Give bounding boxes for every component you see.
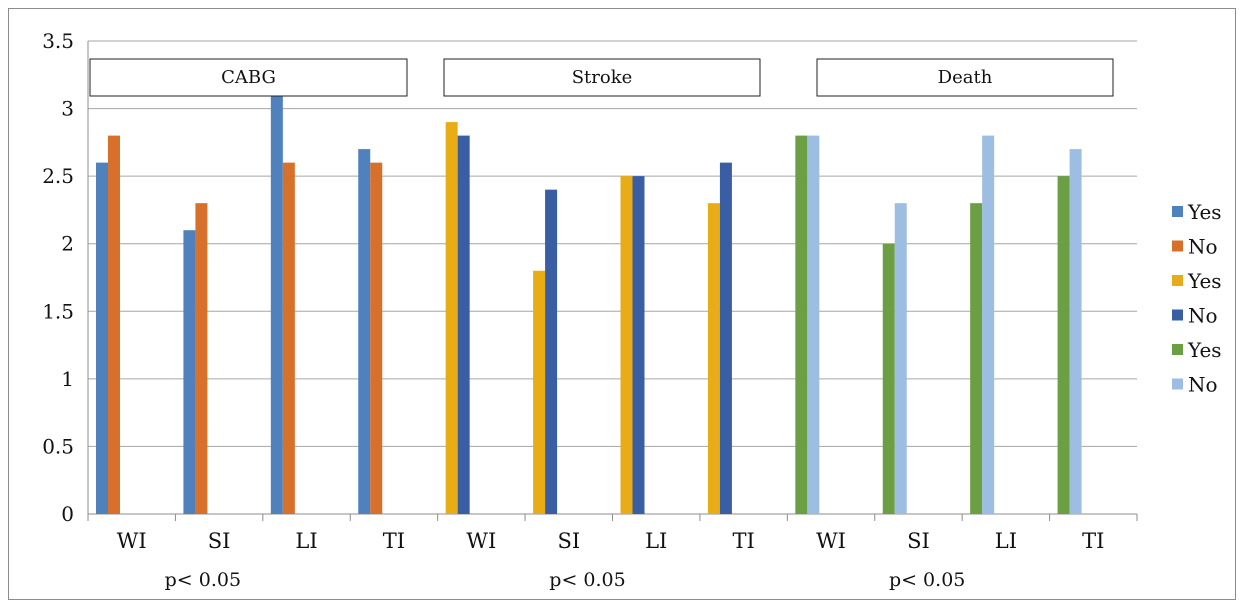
- y-tick-label: 1: [61, 367, 74, 391]
- bar: [1057, 176, 1070, 514]
- bar: [533, 270, 546, 514]
- bar: [620, 176, 633, 514]
- bar: [183, 230, 196, 514]
- group-label: CABG: [221, 67, 276, 88]
- group-label-box: [443, 58, 761, 97]
- x-tick-label: SI: [208, 529, 231, 553]
- x-tick-label: WI: [816, 529, 846, 553]
- legend-label: No: [1188, 235, 1218, 259]
- bar: [545, 189, 558, 514]
- bar: [1069, 149, 1082, 514]
- x-tick-label: LI: [995, 529, 1017, 553]
- x-tick-label: LI: [645, 529, 667, 553]
- legend-label: Yes: [1187, 200, 1222, 224]
- bar: [108, 135, 120, 514]
- legend-swatch: [1172, 378, 1183, 390]
- x-tick-label: WI: [117, 529, 147, 553]
- x-tick-label: LI: [295, 529, 317, 553]
- bar: [282, 162, 295, 514]
- bar: [719, 162, 732, 514]
- p-value-label: p< 0.05: [165, 569, 241, 591]
- x-tick-label: TI: [1082, 529, 1104, 553]
- group-label: Death: [938, 67, 993, 88]
- legend-swatch: [1172, 344, 1183, 355]
- bar: [457, 135, 470, 514]
- legend-label: No: [1188, 373, 1218, 397]
- bar: [982, 135, 995, 514]
- bar: [882, 243, 895, 514]
- x-tick-label: TI: [383, 529, 405, 553]
- bar: [445, 122, 458, 514]
- bar: [370, 162, 383, 514]
- bar: [894, 203, 907, 514]
- bar: [270, 95, 283, 515]
- x-tick-label: TI: [732, 529, 754, 553]
- y-tick-label: 0.5: [42, 434, 74, 458]
- group-label-box: [816, 58, 1114, 97]
- bar: [807, 135, 820, 514]
- legend-label: Yes: [1187, 269, 1222, 293]
- legend-label: No: [1188, 304, 1218, 328]
- x-tick-label: SI: [557, 529, 580, 553]
- legend-swatch: [1172, 275, 1183, 286]
- group-label: Stroke: [572, 67, 633, 88]
- bar: [358, 149, 371, 514]
- y-tick-label: 2.5: [42, 164, 74, 188]
- bar: [195, 203, 208, 514]
- bar: [795, 135, 808, 514]
- legend-swatch: [1172, 309, 1183, 321]
- x-tick-label: SI: [907, 529, 930, 553]
- bar: [96, 162, 108, 514]
- y-tick-label: 0: [61, 502, 74, 526]
- p-value-label: p< 0.05: [889, 569, 965, 591]
- y-tick-label: 2: [61, 232, 74, 256]
- bar: [707, 203, 720, 514]
- bar: [632, 176, 645, 514]
- p-value-label: p< 0.05: [549, 569, 625, 591]
- legend-swatch: [1172, 240, 1183, 252]
- y-tick-label: 3.5: [42, 29, 74, 53]
- y-tick-label: 1.5: [42, 299, 74, 323]
- group-label-box: [89, 58, 408, 97]
- y-tick-label: 3: [61, 97, 74, 121]
- legend-label: Yes: [1187, 338, 1222, 362]
- bar: [970, 203, 983, 514]
- x-tick-label: WI: [466, 529, 496, 553]
- legend-swatch: [1172, 206, 1183, 217]
